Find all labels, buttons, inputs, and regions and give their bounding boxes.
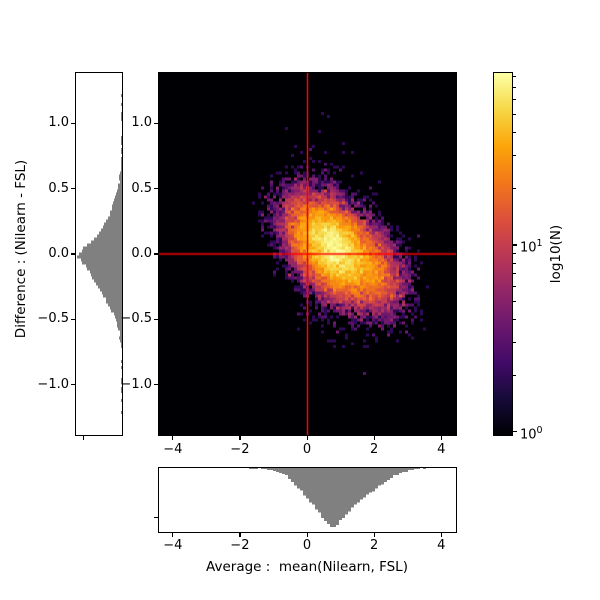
colorbar-gradient: [493, 72, 512, 436]
colorbar-minor-tick: [513, 155, 516, 157]
colorbar-minor-tick: [513, 262, 516, 264]
x-tick-mark-bottom-hist: [440, 532, 442, 537]
y-marginal-histogram: [75, 72, 122, 436]
x-tick-label-bottom-hist: 0: [302, 538, 312, 553]
colorbar-minor-tick: [513, 99, 516, 101]
x-tick-mark-bottom-hist: [239, 532, 241, 537]
main-hist2d-panel: [157, 71, 457, 437]
left-hist-count-tick: [82, 436, 84, 441]
x-tick-mark: [440, 436, 442, 441]
colorbar-minor-tick: [513, 253, 516, 255]
y-tick-label-main: 1.0: [131, 115, 152, 131]
y-tick-mark-main: [153, 318, 158, 320]
colorbar-major-tick-label: 100: [520, 424, 543, 443]
y-tick-mark-left-hist: [70, 122, 75, 124]
colorbar-minor-tick: [513, 86, 516, 88]
colorbar-major-tick: [513, 244, 517, 246]
y-tick-mark-main: [153, 122, 158, 124]
colorbar-label: log10(N): [548, 224, 564, 284]
colorbar-minor-tick: [513, 285, 516, 287]
x-tick-label: −2: [230, 441, 250, 457]
colorbar-major-tick: [513, 431, 517, 433]
colorbar: [492, 71, 513, 437]
x-tick-label-bottom-hist: 4: [437, 538, 446, 553]
colorbar-minor-tick: [513, 132, 516, 134]
x-tick-label: 0: [302, 441, 312, 457]
colorbar-minor-tick: [513, 273, 516, 275]
y-tick-mark-main: [153, 384, 158, 386]
y-tick-mark-left-hist: [70, 384, 75, 386]
colorbar-minor-tick: [513, 75, 516, 77]
y-tick-label-left-hist: 0.0: [48, 246, 69, 261]
y-tick-label-main: 0.0: [131, 246, 152, 261]
y-tick-label-main: 0.5: [131, 180, 152, 196]
y-tick-label-left-hist: −0.5: [37, 311, 69, 327]
colorbar-minor-tick: [513, 300, 516, 302]
colorbar-minor-tick: [513, 114, 516, 115]
x-tick-label: 2: [369, 441, 379, 457]
x-tick-label-bottom-hist: −2: [230, 538, 250, 553]
y-axis-label: Difference : (Nilearn - FSL): [13, 159, 29, 339]
y-tick-mark-left-hist: [70, 253, 75, 255]
colorbar-minor-tick: [513, 318, 516, 320]
y-tick-label-left-hist: 0.5: [48, 180, 69, 196]
x-marginal-histogram: [158, 468, 456, 532]
y-tick-mark-main: [153, 253, 158, 255]
x-axis-label: Average : mean(Nilearn, FSL): [206, 559, 408, 575]
x-tick-mark: [306, 436, 308, 441]
left-marginal-panel: [74, 71, 123, 437]
y-tick-mark-main: [153, 188, 158, 190]
x-tick-label: 4: [437, 441, 446, 457]
colorbar-minor-tick: [513, 342, 516, 344]
x-tick-label-bottom-hist: 2: [369, 538, 379, 553]
x-tick-mark: [172, 436, 174, 441]
y-tick-label-left-hist: 1.0: [48, 115, 69, 131]
y-tick-label-main: −1.0: [120, 376, 152, 392]
colorbar-minor-tick: [513, 374, 516, 376]
colorbar-major-tick-label: 101: [520, 238, 543, 256]
x-tick-label-bottom-hist: −4: [163, 538, 183, 553]
bottom-marginal-panel: [157, 467, 457, 533]
y-tick-label-left-hist: −1.0: [37, 376, 69, 392]
y-tick-mark-left-hist: [70, 318, 75, 320]
y-tick-mark-left-hist: [70, 188, 75, 190]
y-tick-label-main: −0.5: [120, 311, 152, 327]
x-tick-mark-bottom-hist: [306, 532, 308, 537]
x-tick-mark-bottom-hist: [373, 532, 375, 537]
x-tick-label: −4: [163, 441, 183, 457]
x-tick-mark: [373, 436, 375, 441]
colorbar-minor-tick: [513, 188, 516, 190]
bottom-hist-count-tick: [153, 517, 158, 519]
x-tick-mark: [239, 436, 241, 441]
hist2d-canvas: [158, 72, 456, 436]
x-tick-mark-bottom-hist: [172, 532, 174, 537]
